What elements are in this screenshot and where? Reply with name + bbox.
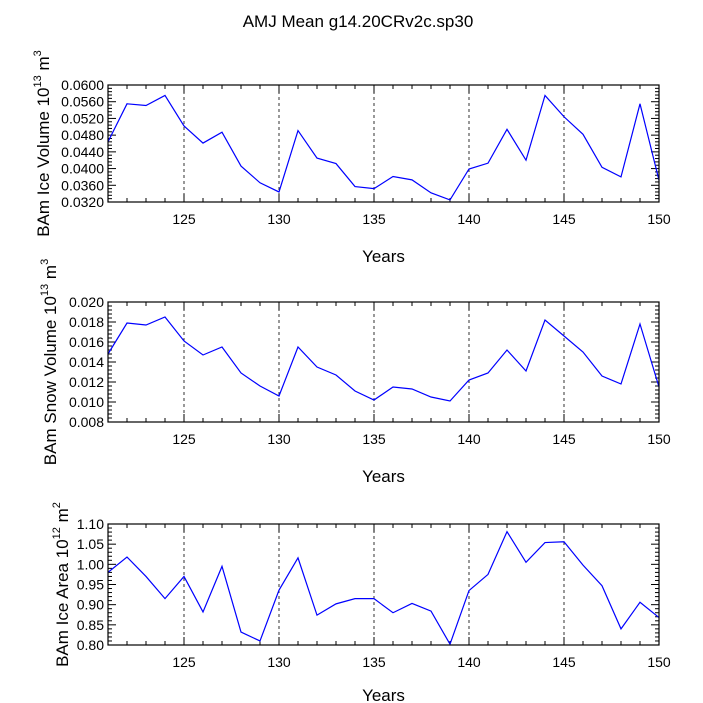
y-tick-label: 1.10 bbox=[77, 516, 104, 532]
y-tick-label: 0.85 bbox=[77, 617, 104, 633]
y-tick-label: 0.0320 bbox=[61, 194, 104, 210]
x-tick-label: 130 bbox=[267, 211, 291, 227]
x-tick-label: 140 bbox=[457, 211, 481, 227]
x-tick-label: 130 bbox=[267, 654, 291, 670]
chart-panel-3: 1.10 1.05 1.00 0.95 0.90 0.85 0.80 125 130 135 140… bbox=[51, 502, 671, 703]
y-axis-title: BAm Ice Area 1012 m2 bbox=[51, 502, 72, 667]
x-axis-title: Years bbox=[362, 247, 405, 266]
x-tick-label: 150 bbox=[647, 431, 671, 447]
x-tick-label: 140 bbox=[457, 654, 481, 670]
series-line bbox=[107, 94, 660, 201]
x-tick-label: 145 bbox=[552, 211, 576, 227]
y-tick-label: 0.0480 bbox=[61, 127, 104, 143]
x-tick-label: 145 bbox=[552, 654, 576, 670]
y-tick-label: 0.95 bbox=[77, 577, 104, 593]
y-axis-title: BAm Snow Volume 1013 m3 bbox=[39, 259, 60, 465]
y-tick-label: 0.0520 bbox=[61, 110, 104, 126]
y-tick-label: 0.018 bbox=[69, 314, 104, 330]
x-tick-label: 130 bbox=[267, 431, 291, 447]
y-tick-label: 1.00 bbox=[77, 556, 104, 572]
y-tick-label: 0.016 bbox=[69, 334, 104, 350]
y-tick-label: 0.0400 bbox=[61, 161, 104, 177]
y-tick-label: 0.008 bbox=[69, 414, 104, 430]
y-tick-label: 0.012 bbox=[69, 374, 104, 390]
series-line bbox=[107, 530, 660, 646]
y-tick-label: 0.90 bbox=[77, 597, 104, 613]
x-tick-label: 125 bbox=[172, 431, 196, 447]
x-axis-title: Years bbox=[362, 467, 405, 486]
x-tick-label: 150 bbox=[647, 654, 671, 670]
x-tick-label: 125 bbox=[172, 654, 196, 670]
plot-frame bbox=[107, 523, 660, 646]
x-tick-label: 125 bbox=[172, 211, 196, 227]
x-tick-label: 145 bbox=[552, 431, 576, 447]
y-tick-label: 1.05 bbox=[77, 536, 104, 552]
y-tick-label: 0.0600 bbox=[61, 77, 104, 93]
x-tick-label: 135 bbox=[362, 654, 386, 670]
y-tick-label: 0.80 bbox=[77, 637, 104, 653]
y-tick-label: 0.020 bbox=[69, 294, 104, 310]
x-tick-label: 140 bbox=[457, 431, 481, 447]
y-tick-label: 0.014 bbox=[69, 354, 104, 370]
x-axis-title: Years bbox=[362, 686, 405, 703]
chart-panels: 0.06000.05600.05200.04800.04400.04000.03… bbox=[32, 50, 671, 703]
x-tick-label: 150 bbox=[647, 211, 671, 227]
chart-panel-2: 0.020 0.018 0.016 0.014 0.012 0.010 0.008 125 13… bbox=[39, 259, 671, 486]
x-tick-label: 135 bbox=[362, 431, 386, 447]
plot-frame bbox=[107, 84, 660, 203]
series-line bbox=[107, 316, 660, 402]
y-axis-title: BAm Ice Volume 1013 m3 bbox=[32, 50, 53, 237]
chart-panel-1: 0.06000.05600.05200.04800.04400.04000.03… bbox=[32, 50, 671, 266]
y-tick-label: 0.0440 bbox=[61, 144, 104, 160]
y-tick-label: 0.0360 bbox=[61, 177, 104, 193]
x-tick-label: 135 bbox=[362, 211, 386, 227]
figure-title: AMJ Mean g14.20CRv2c.sp30 bbox=[243, 12, 474, 31]
y-tick-label: 0.0560 bbox=[61, 94, 104, 110]
plot-frame bbox=[107, 301, 660, 423]
y-tick-label: 0.010 bbox=[69, 394, 104, 410]
